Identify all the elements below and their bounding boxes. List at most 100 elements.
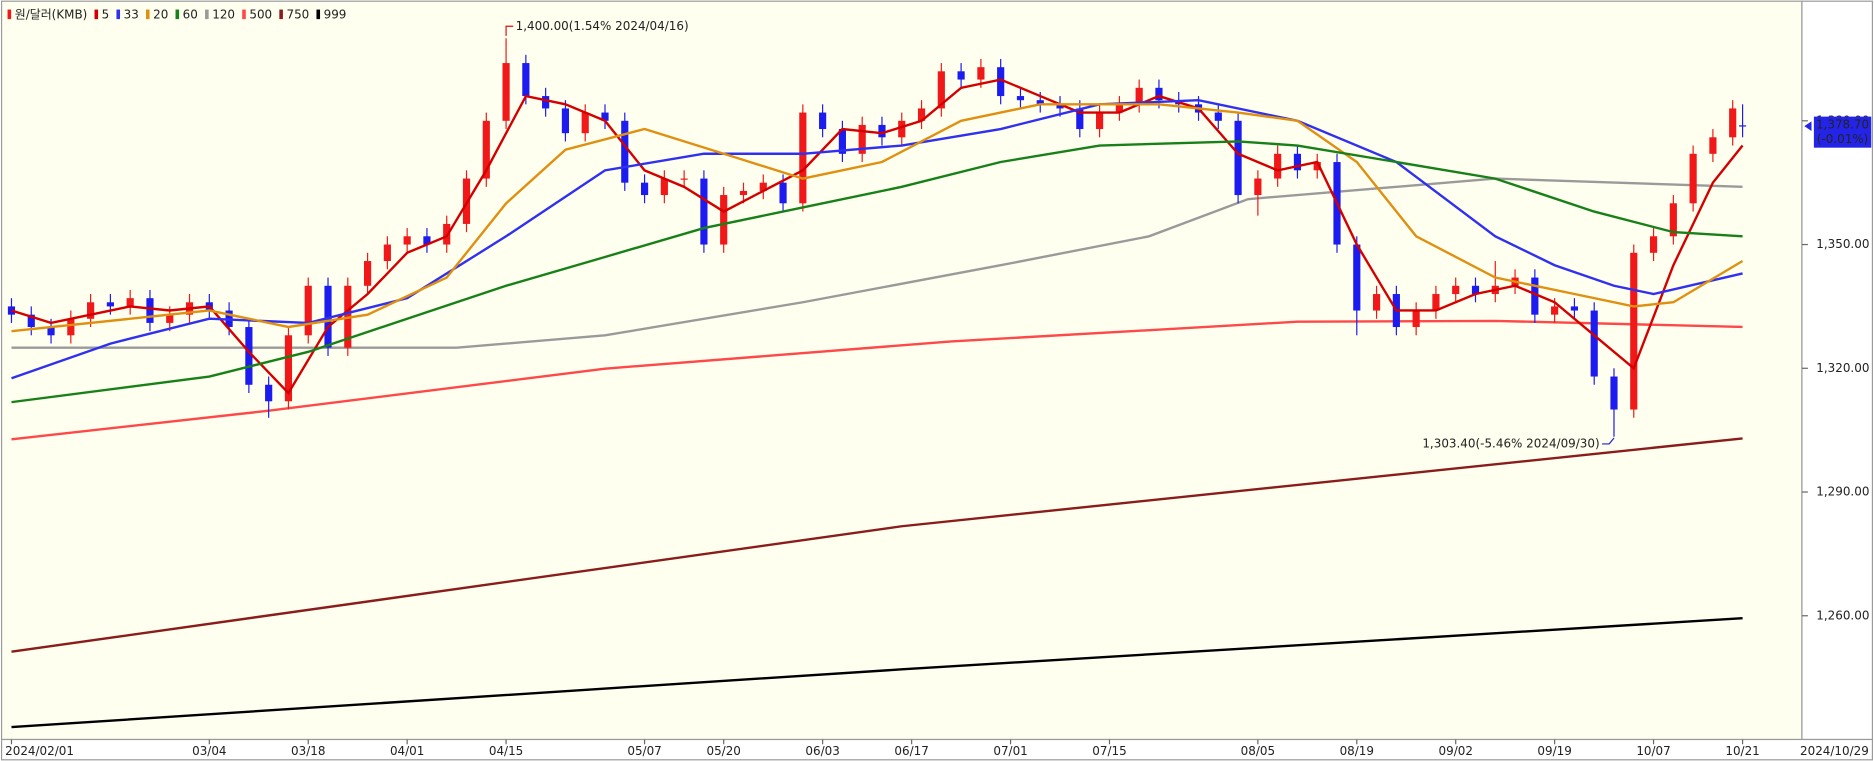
candle-body [779, 182, 787, 204]
legend-swatch [279, 9, 283, 20]
legend-swatch [94, 9, 99, 20]
candle-body [977, 67, 985, 80]
x-tick-label: 10/07 [1636, 744, 1670, 758]
candle-body [47, 327, 55, 336]
candle-body [621, 120, 629, 183]
candle-body [304, 285, 312, 336]
candle-body [1234, 120, 1242, 196]
annotation-connector [1602, 437, 1615, 445]
candle-body [1254, 178, 1262, 196]
candle-body [601, 112, 609, 121]
candle-body [561, 108, 570, 134]
candle-body [739, 190, 748, 196]
candle-body [7, 306, 16, 315]
plot-marks: 1,400.00(1.54% 2024/04/16) 1,303.40(-5.46… [7, 19, 1747, 729]
x-axis-area [0, 738, 1874, 761]
candle-body [67, 318, 75, 336]
moving-average-line [11, 99, 1743, 380]
candle-body [482, 120, 490, 179]
candle-body [1076, 108, 1084, 130]
legend-swatch [242, 9, 246, 20]
candle-body [1432, 294, 1440, 311]
legend-swatch [316, 9, 321, 20]
candle-body [898, 120, 906, 138]
x-tick-label: 03/04 [192, 744, 226, 758]
x-tick-label: 03/18 [291, 744, 325, 758]
candle-body [1738, 125, 1747, 127]
x-tick-label: 06/17 [894, 744, 928, 758]
candle-body [1649, 236, 1658, 253]
x-tick-label: 10/21 [1725, 744, 1759, 758]
last-price-box [1813, 116, 1872, 148]
candle-body [1036, 100, 1044, 105]
annotation-connector [505, 25, 514, 36]
candle-body [819, 112, 827, 130]
end-date: 2024/10/29 [1800, 744, 1869, 758]
candle-body [1155, 87, 1163, 101]
candle-body [1353, 244, 1361, 311]
candle-body [1630, 252, 1638, 410]
candle-body [1689, 153, 1697, 204]
candle-body [27, 314, 35, 328]
legend-label: 60 [183, 7, 198, 21]
legend-swatch [7, 9, 12, 20]
candle-body [1274, 153, 1282, 179]
candle-body [1551, 306, 1559, 315]
candle-body [1669, 203, 1677, 237]
x-tick-label: 07/01 [993, 744, 1027, 758]
candle-body [937, 71, 945, 109]
candle-body [799, 112, 807, 204]
last-price-pointer [1804, 121, 1812, 131]
y-tick-label: 1,320.00 [1816, 361, 1869, 375]
x-tick-label: 09/02 [1439, 744, 1473, 758]
candle-body [1729, 108, 1737, 138]
candle-body [1214, 112, 1222, 121]
legend-label: 원/달러(KMB) [15, 7, 88, 21]
candle-body [1056, 104, 1064, 109]
candle-body [542, 96, 550, 109]
candle-body [166, 314, 174, 323]
candle-body [106, 302, 114, 307]
annotation: 1,400.00(1.54% 2024/04/16) [516, 19, 689, 33]
candle-body [1610, 376, 1618, 410]
x-tick-label: 08/05 [1241, 744, 1275, 758]
legend-label: 750 [286, 7, 309, 21]
candle-body [1313, 162, 1321, 171]
candle-body [957, 71, 965, 80]
x-tick-label: 08/19 [1340, 744, 1374, 758]
legend-swatch [205, 9, 209, 20]
candle-body [1372, 294, 1381, 311]
candle-body [858, 124, 866, 154]
candle-body [364, 261, 372, 286]
moving-average-line [11, 78, 1744, 396]
moving-average-line [11, 177, 1743, 349]
x-tick-label: 04/15 [489, 744, 523, 758]
plot-area [0, 0, 1803, 741]
x-tick-label: 07/15 [1092, 744, 1126, 758]
candle-body [1452, 285, 1460, 295]
candle-body [87, 302, 95, 319]
candle-body [324, 285, 332, 348]
legend-label: 999 [324, 7, 347, 21]
candle-body [1016, 96, 1025, 101]
legend-swatch [145, 9, 150, 20]
candle-body [146, 298, 154, 323]
x-tick-label: 04/01 [390, 744, 424, 758]
candle-body [1471, 285, 1480, 295]
candle-body [720, 195, 728, 245]
x-tick-label: 05/07 [627, 744, 661, 758]
last-price-label: 1,378.70 [1816, 117, 1869, 131]
candle-body [423, 236, 431, 245]
legend-label: 20 [153, 7, 168, 21]
legend-swatch [175, 9, 180, 20]
candle-body [126, 298, 134, 307]
candle-body [660, 178, 668, 196]
annotation: 1,303.40(-5.46% 2024/09/30) [1422, 436, 1599, 450]
candle-body [403, 236, 411, 245]
candle-body [284, 335, 293, 402]
candle-body [838, 129, 846, 154]
candle-body [265, 384, 273, 402]
x-tick-label: 06/03 [805, 744, 839, 758]
